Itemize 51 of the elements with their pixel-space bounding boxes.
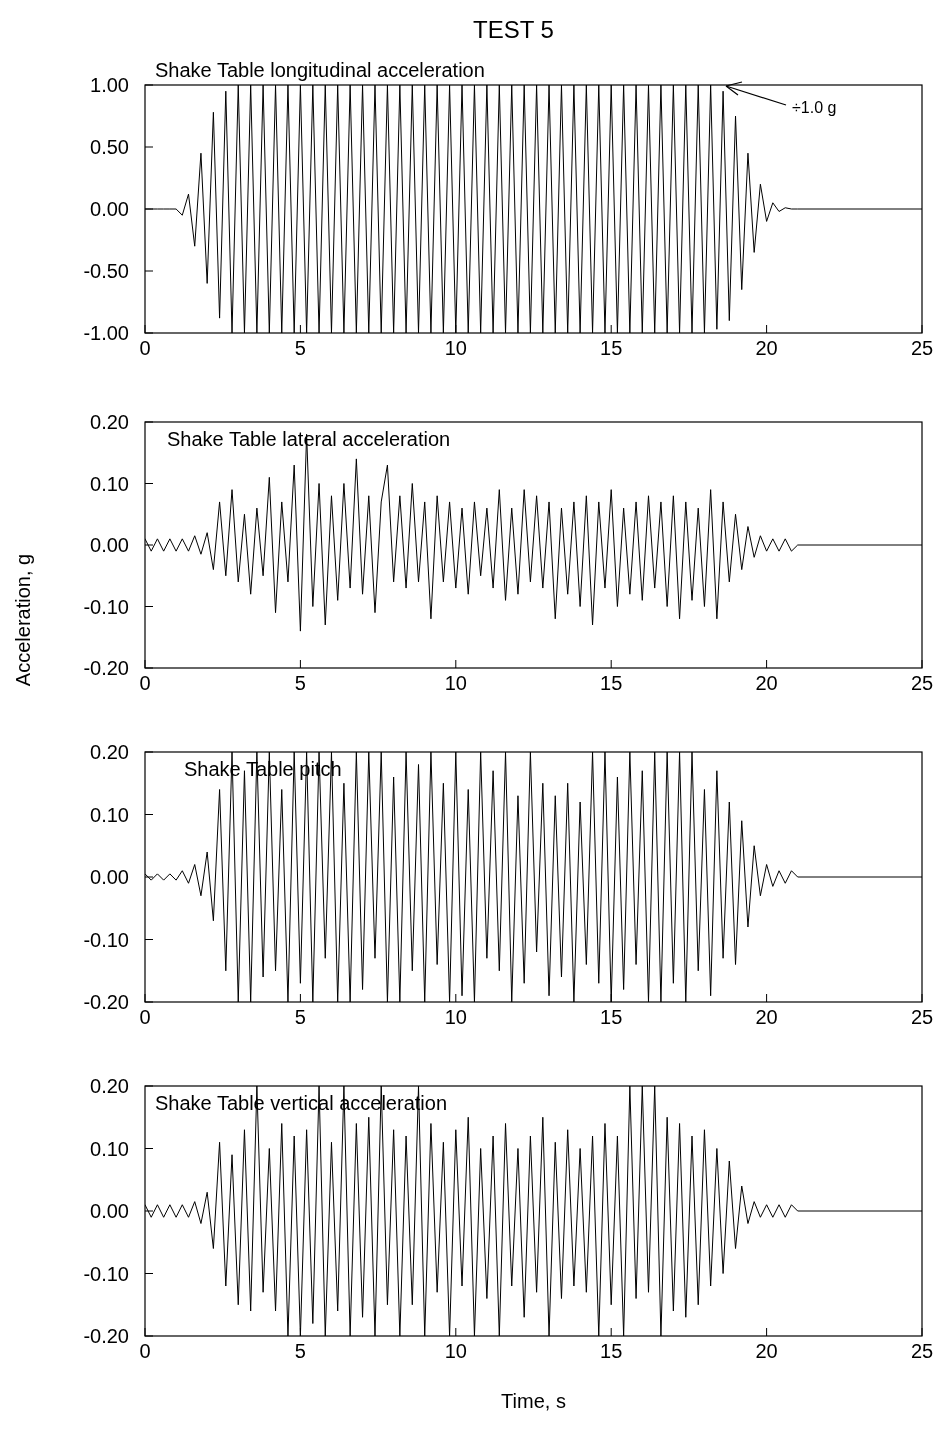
y-tick-label: 0.20 bbox=[90, 411, 129, 433]
y-tick-label: 0.20 bbox=[90, 741, 129, 763]
y-tick-label: -0.20 bbox=[83, 991, 129, 1013]
x-tick-label: 0 bbox=[139, 337, 151, 359]
x-tick-label: 0 bbox=[139, 1340, 151, 1362]
y-tick-label: -0.10 bbox=[83, 928, 129, 951]
annotation: ÷1.0 g bbox=[792, 99, 837, 116]
x-tick-label: 20 bbox=[755, 337, 778, 359]
x-tick-label: 20 bbox=[755, 672, 778, 694]
x-tick-label: 5 bbox=[294, 1340, 306, 1362]
x-tick-label: 5 bbox=[294, 337, 306, 359]
y-tick-label: -1.00 bbox=[83, 322, 129, 344]
y-tick-label: 0.00 bbox=[90, 1200, 129, 1222]
chart-subtitle: Shake Table longitudinal acceleration bbox=[155, 59, 485, 81]
x-tick-label: 25 bbox=[910, 672, 934, 694]
x-tick-label: 15 bbox=[600, 1006, 623, 1028]
x-tick-label: 10 bbox=[444, 1006, 467, 1028]
x-tick-label: 15 bbox=[600, 1340, 623, 1362]
x-tick-label: 0 bbox=[139, 672, 151, 694]
x-tick-label: 5 bbox=[294, 1006, 306, 1028]
x-tick-label: 25 bbox=[910, 1340, 934, 1362]
x-tick-label: 25 bbox=[910, 337, 934, 359]
y-tick-label: 0.50 bbox=[90, 136, 129, 158]
y-tick-label: 0.10 bbox=[90, 472, 129, 495]
y-tick-label: 0.20 bbox=[90, 1075, 129, 1097]
y-tick-label: -0.20 bbox=[83, 657, 129, 679]
y-tick-label: -0.10 bbox=[83, 1262, 129, 1285]
x-tick-label: 20 bbox=[755, 1006, 778, 1028]
x-tick-label: 25 bbox=[910, 1006, 934, 1028]
y-tick-label: 1.00 bbox=[90, 74, 129, 96]
y-tick-label: 0.00 bbox=[90, 198, 129, 220]
chart-title: TEST 5 bbox=[473, 16, 554, 43]
y-tick-label: 0.10 bbox=[90, 803, 129, 826]
x-tick-label: 10 bbox=[444, 337, 467, 359]
x-tick-label: 10 bbox=[444, 1340, 467, 1362]
x-tick-label: 10 bbox=[444, 672, 467, 694]
x-tick-label: 0 bbox=[139, 1006, 151, 1028]
x-axis-title: Time, s bbox=[501, 1390, 566, 1412]
line-series bbox=[145, 1085, 922, 1337]
y-tick-label: -0.10 bbox=[83, 595, 129, 618]
y-tick-label: -0.50 bbox=[83, 260, 129, 282]
x-tick-label: 5 bbox=[294, 672, 306, 694]
y-tick-label: 0.00 bbox=[90, 866, 129, 888]
line-series bbox=[145, 751, 922, 1003]
x-tick-label: 15 bbox=[600, 337, 623, 359]
y-tick-label: 0.00 bbox=[90, 534, 129, 556]
x-tick-label: 20 bbox=[755, 1340, 778, 1362]
x-tick-label: 15 bbox=[600, 672, 623, 694]
y-axis-title: Acceleration, g bbox=[12, 553, 34, 687]
y-tick-label: -0.20 bbox=[83, 1325, 129, 1347]
y-tick-label: 0.10 bbox=[90, 1137, 129, 1160]
